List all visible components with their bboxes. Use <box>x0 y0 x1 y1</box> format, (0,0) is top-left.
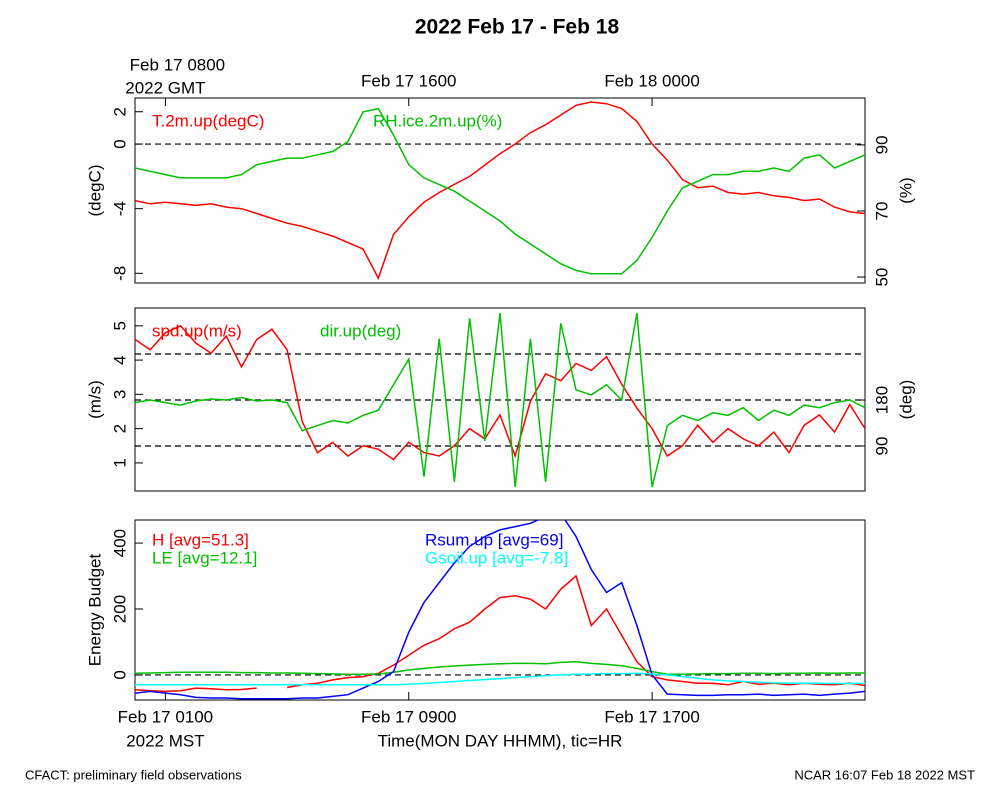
legend-entry: dir.up(deg) <box>320 321 401 340</box>
legend-entry: Rsum.up [avg=69] <box>425 530 563 549</box>
legend-entry: Gsoil.up [avg=-7.8] <box>425 548 568 567</box>
series-line <box>135 520 865 700</box>
y-axis-label: (degC) <box>85 165 104 217</box>
y2-tick-label: 70 <box>872 202 891 221</box>
y-tick-label: -8 <box>110 266 129 281</box>
y-tick-label: 2 <box>110 424 129 433</box>
legend-entry: H [avg=51.3] <box>152 530 249 549</box>
y-tick-label: 400 <box>110 529 129 557</box>
series-line <box>135 101 865 281</box>
x-tick-label: Feb 17 0900 <box>361 707 456 726</box>
y2-axis-label: (%) <box>896 177 915 203</box>
series-line <box>135 672 865 686</box>
x2-axis-note: 2022 GMT <box>125 78 205 97</box>
y-tick-label: 2 <box>110 107 129 116</box>
series-line <box>135 574 865 693</box>
plot-frame <box>134 519 866 701</box>
x-axis-note: 2022 MST <box>126 731 204 750</box>
x2-tick-label: Feb 17 1600 <box>361 71 456 90</box>
x-tick-label: Feb 17 1700 <box>604 707 699 726</box>
legend-entry: spd.up(m/s) <box>152 321 242 340</box>
footer-right: NCAR 16:07 Feb 18 2022 MST <box>794 767 975 782</box>
series-line <box>135 661 865 676</box>
y-tick-label: 1 <box>110 458 129 467</box>
plot-frame <box>134 97 866 284</box>
legend-entry: RH.ice.2m.up(%) <box>373 111 502 130</box>
y2-axis-label: (deg) <box>896 380 915 420</box>
y-axis-label: (m/s) <box>85 380 104 419</box>
y-tick-label: 3 <box>110 390 129 399</box>
legend-entry: LE [avg=12.1] <box>152 548 257 567</box>
y-tick-label: 200 <box>110 595 129 623</box>
y2-tick-label: 180 <box>872 386 891 414</box>
footer-left: CFACT: preliminary field observations <box>25 767 242 782</box>
y2-tick-label: 90 <box>872 437 891 456</box>
series-line <box>135 324 865 461</box>
y-tick-label: -4 <box>110 201 129 216</box>
series-line <box>135 312 865 488</box>
y-tick-label: 0 <box>110 139 129 148</box>
y-tick-label: 5 <box>110 321 129 330</box>
page-title: 2022 Feb 17 - Feb 18 <box>415 16 620 39</box>
x2-tick-label: Feb 17 0800 <box>130 55 225 74</box>
y2-tick-label: 50 <box>872 268 891 287</box>
x-tick-label: Feb 17 0100 <box>118 707 213 726</box>
x2-tick-label: Feb 18 0000 <box>604 71 699 90</box>
legend-entry: T.2m.up(degC) <box>152 111 264 130</box>
x-axis-label: Time(MON DAY HHMM), tic=HR <box>378 731 623 750</box>
y-tick-label: 4 <box>110 355 129 364</box>
series-line <box>135 107 865 275</box>
y-axis-label: Energy Budget <box>85 553 104 666</box>
y2-tick-label: 90 <box>872 135 891 154</box>
y-tick-label: 0 <box>110 670 129 679</box>
